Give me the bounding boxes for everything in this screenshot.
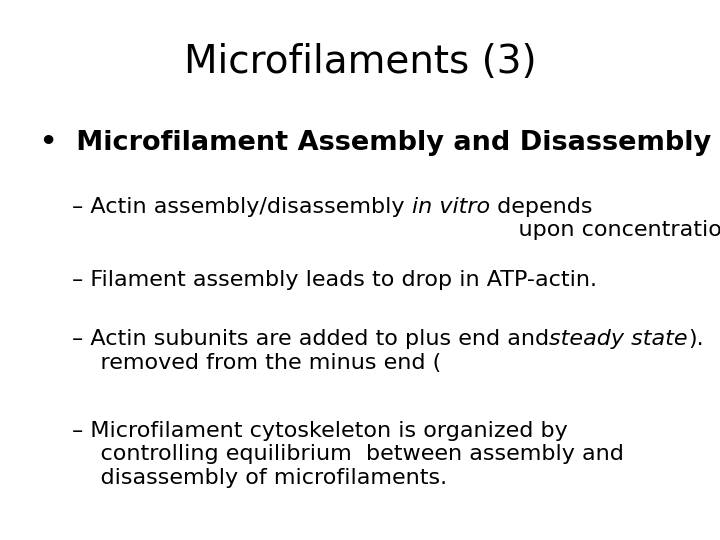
Text: – Actin subunits are added to plus end and
    removed from the minus end (: – Actin subunits are added to plus end a…	[72, 329, 549, 373]
Text: Microfilaments (3): Microfilaments (3)	[184, 43, 536, 81]
Text: steady state: steady state	[549, 329, 688, 349]
Text: depends
    upon concentration of actin monomers.: depends upon concentration of actin mono…	[490, 197, 720, 240]
Text: – Filament assembly leads to drop in ATP-actin.: – Filament assembly leads to drop in ATP…	[72, 270, 597, 290]
Text: •  Microfilament Assembly and Disassembly: • Microfilament Assembly and Disassembly	[40, 130, 711, 156]
Text: in vitro: in vitro	[412, 197, 490, 217]
Text: ).: ).	[688, 329, 703, 349]
Text: – Microfilament cytoskeleton is organized by
    controlling equilibrium  betwee: – Microfilament cytoskeleton is organize…	[72, 421, 624, 488]
Text: – Actin assembly/disassembly: – Actin assembly/disassembly	[72, 197, 412, 217]
